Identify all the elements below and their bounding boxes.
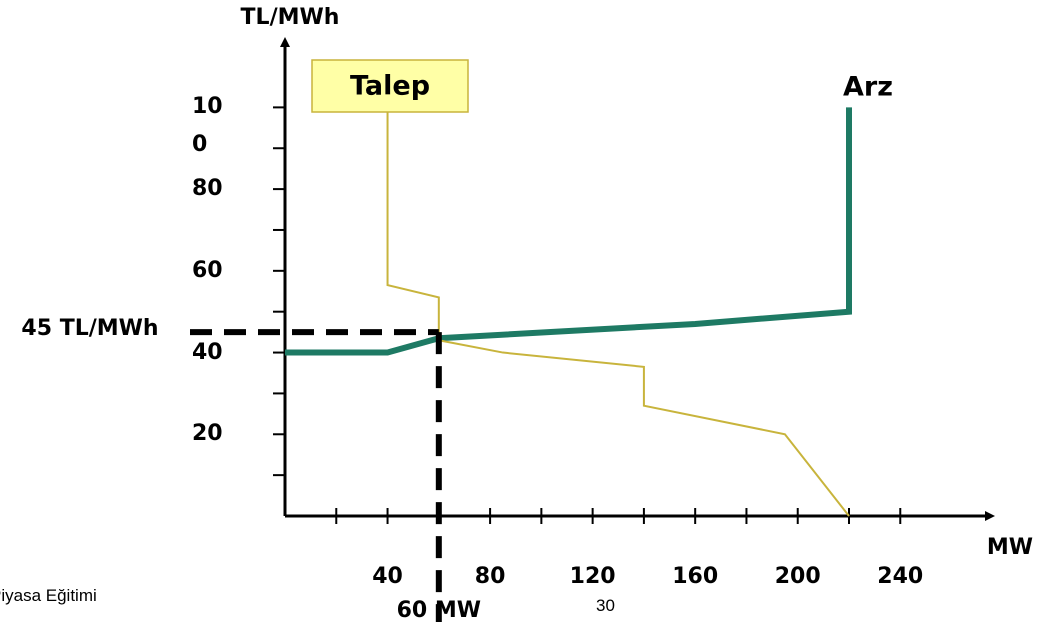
x-tick-label: 120 [570, 564, 616, 589]
page-number: 30 [596, 596, 615, 615]
y-tick-label: 80 [192, 176, 223, 202]
series-label: Talep [350, 71, 430, 102]
footer-text: Piyasa Eğitimi [0, 586, 97, 605]
x-axis-title: MW [987, 535, 1033, 560]
y-tick-label: 100 [192, 94, 223, 158]
x-tick-label: 80 [475, 564, 506, 589]
equilibrium-price-label: 45 TL/MWh [21, 316, 159, 342]
x-tick-label: 240 [877, 564, 923, 589]
series-label: Arz [843, 72, 893, 103]
x-tick-label: 200 [775, 564, 821, 589]
y-axis-title: TL/MWh [241, 5, 340, 30]
series-line [285, 107, 852, 356]
x-tick-label: 40 [372, 564, 403, 589]
label-box [311, 59, 469, 113]
equilibrium-quantity-label: 60 MW [397, 598, 481, 623]
y-tick-label: 40 [192, 339, 223, 365]
series-line [386, 111, 850, 517]
y-tick-label: 60 [192, 257, 223, 283]
x-tick-label: 160 [672, 564, 718, 589]
y-tick-label: 20 [192, 421, 223, 447]
